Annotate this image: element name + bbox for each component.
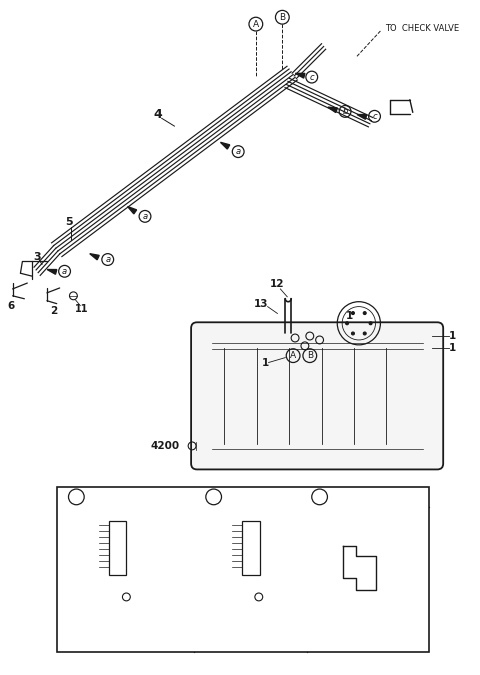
Text: 10: 10 — [343, 492, 359, 502]
Text: a: a — [105, 255, 110, 264]
Text: a: a — [143, 212, 147, 221]
FancyBboxPatch shape — [191, 322, 443, 469]
Text: A: A — [290, 351, 296, 360]
Text: 5: 5 — [66, 217, 73, 227]
Polygon shape — [328, 107, 337, 113]
Text: 9: 9 — [220, 566, 227, 576]
Text: 7: 7 — [100, 614, 108, 624]
Text: B: B — [307, 351, 313, 360]
Text: 1: 1 — [448, 343, 456, 353]
Text: 4200: 4200 — [150, 441, 180, 451]
Text: 2: 2 — [50, 306, 58, 315]
Circle shape — [363, 312, 366, 315]
Text: a: a — [62, 267, 67, 276]
Text: 11: 11 — [74, 304, 88, 314]
Circle shape — [369, 322, 372, 325]
Polygon shape — [220, 142, 230, 149]
Text: B: B — [279, 13, 286, 22]
Text: c: c — [372, 112, 377, 121]
Text: b: b — [211, 492, 217, 502]
Circle shape — [346, 322, 348, 325]
Circle shape — [351, 332, 354, 335]
Text: 6: 6 — [7, 300, 14, 310]
Text: c: c — [310, 73, 314, 82]
Bar — [57, 487, 430, 652]
Text: 11: 11 — [258, 618, 273, 628]
Polygon shape — [295, 74, 305, 78]
Text: 1: 1 — [262, 358, 269, 367]
Bar — [242, 521, 260, 575]
Text: A: A — [253, 20, 259, 28]
Polygon shape — [47, 269, 57, 274]
Text: b: b — [342, 107, 348, 116]
Polygon shape — [90, 254, 99, 260]
Text: 12: 12 — [270, 279, 285, 289]
Bar — [108, 521, 126, 575]
Text: a: a — [236, 147, 241, 156]
Text: TO  CHECK VALVE: TO CHECK VALVE — [385, 24, 459, 32]
Text: 1: 1 — [448, 331, 456, 341]
Text: 4: 4 — [154, 108, 162, 121]
Polygon shape — [128, 207, 137, 214]
Text: 3: 3 — [33, 252, 41, 262]
Text: 8: 8 — [228, 614, 235, 624]
Circle shape — [363, 332, 366, 335]
Text: 1: 1 — [346, 311, 353, 321]
Text: a: a — [73, 492, 79, 502]
Polygon shape — [357, 115, 367, 119]
Text: 11: 11 — [131, 618, 145, 628]
Text: 13: 13 — [253, 298, 268, 308]
Text: 9: 9 — [93, 566, 99, 576]
Circle shape — [351, 312, 354, 315]
Text: c: c — [317, 492, 322, 502]
